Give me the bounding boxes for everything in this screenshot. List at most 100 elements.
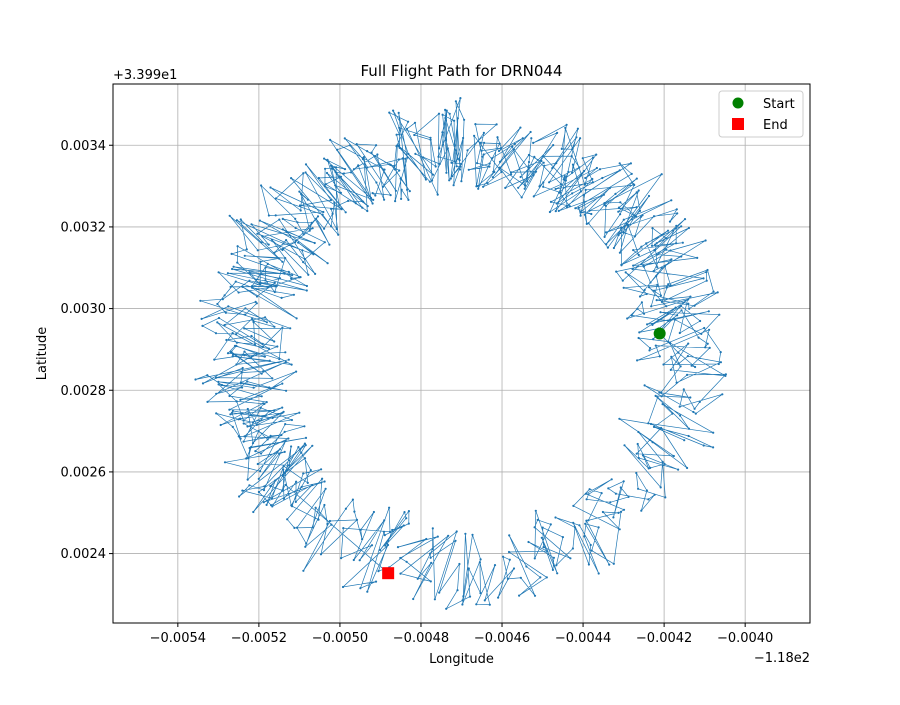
path-point	[640, 215, 643, 218]
path-point	[305, 284, 308, 288]
path-point	[297, 446, 300, 449]
path-point	[321, 477, 324, 480]
path-point	[250, 356, 253, 359]
path-point	[298, 235, 301, 238]
path-point	[587, 222, 590, 225]
path-point	[254, 300, 257, 303]
path-point	[403, 510, 406, 514]
path-point	[267, 214, 270, 217]
path-point	[654, 344, 657, 347]
path-point	[255, 295, 259, 298]
path-point	[265, 401, 268, 404]
path-point	[243, 354, 246, 357]
path-point	[280, 433, 283, 437]
path-point	[491, 157, 494, 160]
path-point	[273, 290, 276, 294]
path-point	[290, 418, 293, 422]
path-point	[227, 305, 230, 308]
path-point	[358, 559, 361, 562]
path-point	[246, 407, 249, 411]
path-point	[350, 171, 353, 174]
legend-start-label: Start	[763, 97, 795, 112]
path-point	[665, 237, 668, 240]
path-point	[622, 480, 625, 483]
path-point	[584, 522, 587, 525]
path-point	[393, 168, 396, 171]
path-point	[229, 285, 232, 288]
path-point	[482, 185, 485, 188]
path-point	[237, 291, 240, 294]
path-point	[534, 170, 538, 173]
path-point	[231, 267, 234, 271]
path-point	[458, 562, 461, 566]
path-point	[391, 528, 394, 532]
path-point	[542, 155, 545, 158]
path-point	[521, 137, 524, 140]
path-point	[298, 190, 301, 193]
path-point	[635, 452, 638, 455]
path-point	[416, 577, 419, 580]
path-point	[683, 218, 687, 221]
path-point	[339, 175, 343, 178]
path-point	[256, 249, 259, 252]
path-point	[298, 411, 301, 414]
path-point	[546, 550, 549, 553]
x-tick-label: −0.0054	[150, 631, 206, 646]
path-point	[244, 307, 247, 310]
path-point	[653, 289, 656, 292]
path-point	[588, 488, 591, 491]
path-point	[647, 286, 651, 289]
path-point	[626, 223, 630, 226]
path-point	[687, 298, 690, 301]
path-point	[254, 450, 257, 453]
path-point	[623, 444, 626, 447]
path-point	[640, 301, 644, 304]
path-point	[533, 526, 536, 529]
path-point	[671, 412, 674, 415]
path-point	[452, 184, 455, 187]
path-point	[242, 422, 245, 425]
path-point	[241, 366, 244, 370]
path-point	[578, 166, 581, 169]
path-point	[705, 271, 708, 274]
path-point	[303, 442, 306, 445]
path-point	[637, 253, 640, 257]
path-point	[539, 576, 542, 579]
path-point	[512, 148, 516, 151]
path-point	[624, 271, 627, 274]
path-point	[532, 141, 535, 144]
path-point	[389, 194, 392, 197]
path-point	[455, 530, 458, 533]
path-point	[271, 505, 274, 508]
y-tick-label: 0.0024	[61, 547, 107, 562]
path-point	[542, 546, 545, 549]
path-point	[651, 323, 654, 326]
path-point	[664, 496, 667, 499]
path-point	[540, 159, 543, 162]
path-point	[246, 425, 249, 428]
path-point	[341, 585, 345, 589]
path-point	[323, 480, 326, 483]
path-point	[438, 162, 441, 166]
path-point	[686, 355, 690, 358]
path-point	[328, 243, 331, 246]
path-point	[421, 156, 425, 159]
path-point	[687, 302, 690, 305]
path-point	[297, 241, 300, 244]
path-point	[376, 153, 379, 156]
path-point	[676, 212, 679, 215]
path-point	[502, 555, 505, 558]
path-point	[317, 176, 320, 180]
path-point	[603, 202, 606, 205]
path-point	[324, 487, 327, 490]
plot-frame	[112, 83, 811, 624]
path-point	[310, 221, 313, 224]
path-point	[513, 142, 516, 146]
path-point	[312, 253, 315, 256]
path-point	[450, 161, 453, 164]
path-point	[274, 285, 277, 288]
path-point	[299, 209, 302, 212]
path-point	[407, 120, 410, 123]
path-point	[633, 235, 637, 238]
path-point	[262, 489, 266, 492]
